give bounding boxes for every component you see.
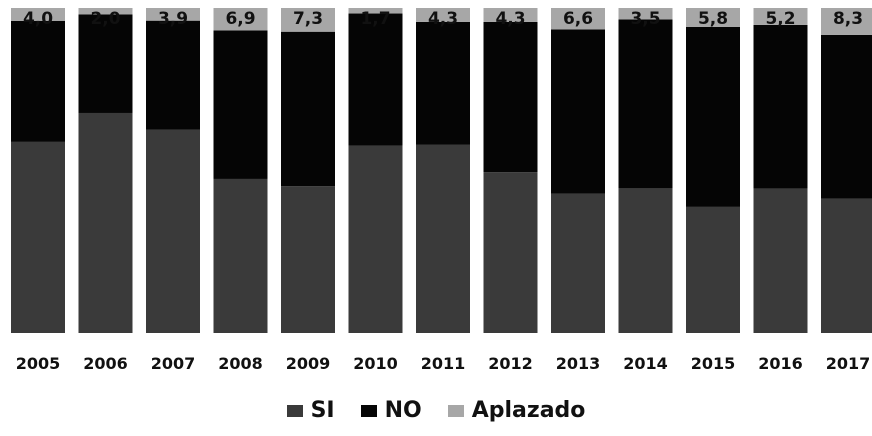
legend-swatch-si: [286, 404, 303, 417]
bar-segment-no-2010: [348, 13, 403, 146]
bar-segment-aplazado-2017: [821, 8, 872, 35]
data-label-2016: 5,2: [765, 9, 795, 29]
bar-segment-aplazado-2016: [753, 8, 808, 25]
bar-segment-no-2013: [551, 29, 605, 194]
bar-segment-no-2014: [618, 19, 673, 189]
x-tick-label-2009: 2009: [286, 354, 331, 373]
x-tick-label-2013: 2013: [556, 354, 601, 373]
legend-item-no: NO: [360, 398, 422, 423]
bar-segment-si-2009: [281, 186, 335, 333]
legend-swatch-no: [360, 404, 377, 417]
data-label-2017: 8,3: [833, 9, 863, 29]
x-tick-label-2012: 2012: [488, 354, 533, 373]
bar-segment-no-2008: [213, 30, 268, 179]
bar-segment-no-2007: [146, 20, 200, 130]
legend-swatch-aplazado: [447, 404, 464, 417]
bar-segment-aplazado-2013: [551, 8, 605, 30]
bar-segment-no-2005: [11, 21, 65, 142]
legend-item-aplazado: Aplazado: [447, 398, 586, 423]
bar-segment-aplazado-2007: [146, 8, 200, 21]
data-label-2009: 7,3: [293, 9, 323, 29]
data-label-2006: 2,0: [90, 9, 120, 29]
data-label-2011: 4,3: [428, 9, 458, 29]
data-label-2010: 1,7: [360, 9, 390, 29]
legend-label-si: SI: [310, 398, 335, 423]
x-axis-ticks: 2005 2006 2007 2008 2009 2010 2011 2012 2013 2014…: [16, 354, 871, 373]
bar-segment-no-2009: [281, 31, 335, 187]
bar-segment-aplazado-2006: [78, 8, 133, 15]
x-tick-label-2005: 2005: [16, 354, 61, 373]
bar-segment-aplazado-2011: [416, 8, 470, 22]
legend: SI NO Aplazado: [0, 398, 872, 423]
legend-item-si: SI: [286, 398, 335, 423]
legend-label-no: NO: [384, 398, 422, 423]
bar-segment-no-2016: [753, 24, 808, 189]
bar-segment-aplazado-2014: [618, 8, 673, 20]
data-label-2008: 6,9: [225, 9, 255, 29]
x-tick-label-2006: 2006: [83, 354, 128, 373]
data-label-2005: 4,0: [23, 9, 53, 29]
x-tick-label-2011: 2011: [421, 354, 466, 373]
bar-segment-no-2012: [483, 21, 538, 173]
legend-label-aplazado: Aplazado: [471, 398, 586, 423]
bar-segment-si-2010: [348, 145, 403, 333]
bar-segment-si-2005: [11, 141, 65, 333]
bar-segment-aplazado-2008: [213, 8, 268, 31]
bar-segment-no-2015: [686, 26, 740, 207]
bar-segment-aplazado-2015: [686, 8, 740, 27]
x-tick-label-2007: 2007: [151, 354, 196, 373]
bar-segment-si-2016: [753, 188, 808, 333]
bar-segment-aplazado-2009: [281, 8, 335, 32]
x-tick-label-2010: 2010: [353, 354, 398, 373]
bar-segment-si-2008: [213, 178, 268, 333]
stacked-bar-chart: 4,0 2,0 3,9 6,9 7,3 1,7 4,3 4,3 6,6 3,5 5,8 5,2 8,3 …: [11, 8, 872, 373]
bar-segment-no-2017: [821, 34, 872, 199]
bars-layer: [11, 8, 872, 333]
bar-segment-aplazado-2005: [11, 8, 65, 21]
bar-segment-si-2006: [78, 112, 133, 333]
bar-segment-si-2014: [618, 188, 673, 333]
bar-segment-si-2012: [483, 172, 538, 333]
bar-segment-aplazado-2010: [348, 8, 403, 14]
data-label-2012: 4,3: [495, 9, 525, 29]
x-tick-label-2015: 2015: [691, 354, 736, 373]
data-labels-layer: 4,0 2,0 3,9 6,9 7,3 1,7 4,3 4,3 6,6 3,5 5,8 5,2 8,3: [23, 9, 863, 29]
data-label-2007: 3,9: [158, 9, 188, 29]
x-tick-label-2008: 2008: [218, 354, 263, 373]
x-tick-label-2016: 2016: [758, 354, 803, 373]
bar-segment-si-2007: [146, 129, 200, 333]
bar-segment-si-2011: [416, 144, 470, 333]
bar-segment-no-2011: [416, 21, 470, 145]
x-tick-label-2014: 2014: [623, 354, 668, 373]
data-label-2014: 3,5: [630, 9, 660, 29]
bar-segment-no-2006: [78, 14, 133, 113]
bar-segment-si-2015: [686, 206, 740, 333]
data-label-2015: 5,8: [698, 9, 728, 29]
bar-segment-aplazado-2012: [483, 8, 538, 22]
bar-segment-si-2017: [821, 198, 872, 333]
data-label-2013: 6,6: [563, 9, 593, 29]
bar-segment-si-2013: [551, 193, 605, 333]
x-tick-label-2017: 2017: [826, 354, 871, 373]
